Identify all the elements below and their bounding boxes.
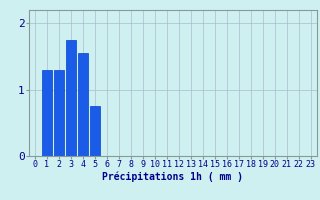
- Bar: [54, 70, 64, 156]
- Bar: [42, 70, 52, 156]
- Bar: [66, 40, 76, 156]
- X-axis label: Précipitations 1h ( mm ): Précipitations 1h ( mm ): [102, 172, 243, 182]
- Bar: [90, 106, 100, 156]
- Bar: [78, 53, 88, 156]
